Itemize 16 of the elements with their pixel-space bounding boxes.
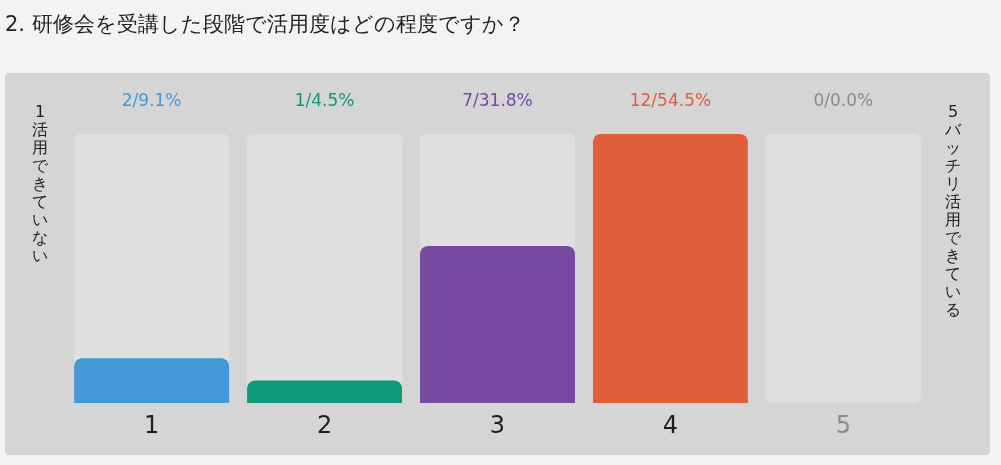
bar xyxy=(74,358,230,403)
x-tick-label: 3 xyxy=(489,410,506,439)
bar xyxy=(247,380,403,403)
chart-title: 2. 研修会を受講した段階で活用度はどの程度ですか？ xyxy=(5,12,525,36)
text: 5 バッチリ活用できている xyxy=(945,102,961,319)
text: 1 活用できていない xyxy=(32,102,48,265)
x-tick-label: 4 xyxy=(662,410,679,439)
data-label: 0/0.0% xyxy=(813,90,874,110)
x-tick-label: 2 xyxy=(316,410,333,439)
x-tick-label: 1 xyxy=(144,410,160,439)
x-tick-label: 5 xyxy=(835,410,851,439)
data-label: 2/9.1% xyxy=(121,90,182,110)
data-label: 7/31.8% xyxy=(462,90,533,110)
data-label: 12/54.5% xyxy=(629,90,712,110)
bar xyxy=(592,134,748,403)
data-label: 1/4.5% xyxy=(294,90,355,110)
